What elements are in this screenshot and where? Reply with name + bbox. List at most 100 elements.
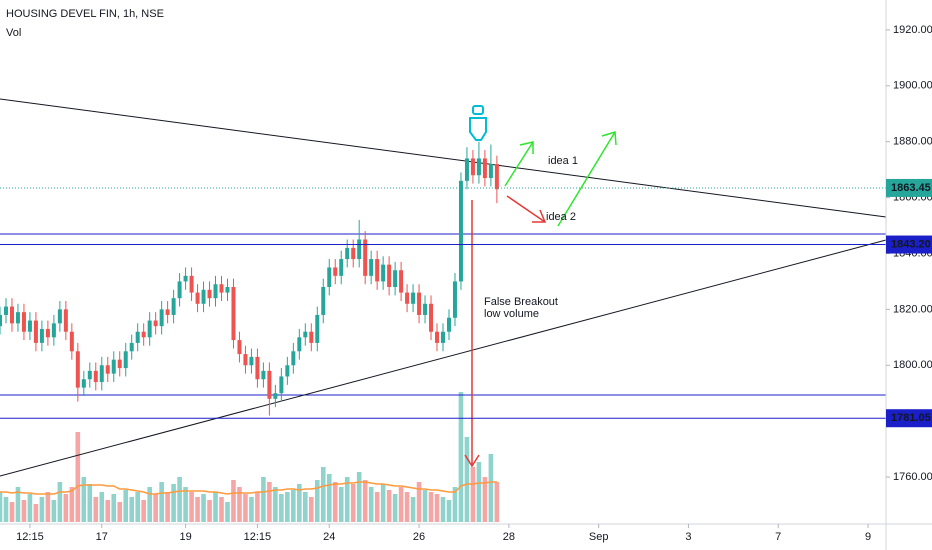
candle-body xyxy=(458,180,463,282)
candle-body xyxy=(261,370,266,380)
price-label-box xyxy=(886,178,932,197)
annotation: low volume xyxy=(484,308,539,320)
candle-body xyxy=(231,287,236,341)
arrow xyxy=(504,141,534,187)
volume-bar xyxy=(147,487,152,522)
volume-bar xyxy=(297,484,302,522)
candle-body xyxy=(249,356,254,366)
y-tick-label: 1900.00 xyxy=(893,80,932,92)
candle-body xyxy=(363,239,368,276)
volume-bar xyxy=(482,477,488,522)
volume-bar xyxy=(344,477,350,522)
volume-bar xyxy=(422,490,428,522)
candle-body xyxy=(15,312,20,324)
candle-body xyxy=(255,356,260,380)
volume-bar xyxy=(404,492,410,522)
volume-bar xyxy=(57,482,63,522)
candle-body xyxy=(476,158,481,176)
volume-bar xyxy=(452,487,458,522)
volume-bar xyxy=(446,500,452,522)
candle-body xyxy=(351,247,356,260)
candle-body xyxy=(381,264,386,282)
volume-bar xyxy=(494,482,500,522)
pointer-icon xyxy=(469,105,487,141)
volume-bar xyxy=(183,487,188,522)
annotation: False Breakout xyxy=(484,296,558,308)
volume-bar xyxy=(69,487,75,522)
arrow-head xyxy=(519,141,534,154)
x-tick-label: 26 xyxy=(413,531,425,543)
volume-bar xyxy=(123,490,129,522)
x-tick-label: 7 xyxy=(775,531,781,543)
candle-body xyxy=(399,270,404,293)
volume-bar xyxy=(165,492,170,522)
volume-bar xyxy=(243,494,248,522)
candle-body xyxy=(159,309,164,327)
candle-body xyxy=(123,351,128,369)
y-tick-label: 1880.00 xyxy=(893,136,932,148)
volume-bar xyxy=(308,497,314,522)
volume-bar xyxy=(320,467,326,522)
volume-bar xyxy=(87,484,93,522)
volume-bar xyxy=(362,480,368,522)
x-tick-label: 24 xyxy=(323,531,335,543)
candle-body xyxy=(87,370,92,380)
volume-bar xyxy=(33,504,39,522)
volume-bar xyxy=(255,492,260,522)
arrow xyxy=(557,131,616,227)
volume-bar xyxy=(291,490,296,522)
candle-body xyxy=(321,287,326,315)
trend-line xyxy=(0,239,887,477)
candle-body xyxy=(446,317,451,332)
volume-bar xyxy=(470,467,476,522)
candle-body xyxy=(387,264,392,288)
candle-body xyxy=(129,342,134,352)
x-tick-label: 19 xyxy=(179,531,191,543)
volume-bar xyxy=(332,482,338,522)
candle-body xyxy=(141,331,146,338)
chart-subtitle: Vol xyxy=(6,27,21,39)
volume-bar xyxy=(273,487,278,522)
candle-body xyxy=(99,365,104,383)
volume-bar xyxy=(171,484,176,522)
candle-body xyxy=(273,393,278,399)
volume-bar xyxy=(267,482,272,522)
candle-body xyxy=(291,351,296,366)
candle-body xyxy=(177,281,182,299)
volume-bar xyxy=(249,497,254,522)
candle-body xyxy=(333,267,338,276)
price-label-box xyxy=(886,235,932,254)
annotation: idea 1 xyxy=(548,155,578,167)
volume-bar xyxy=(27,494,33,522)
candle-body xyxy=(165,309,170,315)
volume-bar xyxy=(225,502,230,522)
candle-body xyxy=(63,309,68,332)
candle-body xyxy=(219,284,224,293)
candle-body xyxy=(243,354,248,366)
candle-body xyxy=(309,331,314,343)
volume-bar xyxy=(201,494,206,522)
price-label-box xyxy=(886,409,932,428)
volume-bar xyxy=(117,502,123,522)
candle-body xyxy=(267,370,272,399)
volume-bar xyxy=(99,492,105,522)
volume-bar xyxy=(45,492,51,522)
x-tick-label: 12:15 xyxy=(244,531,272,543)
volume-bar xyxy=(159,482,164,522)
volume-bar xyxy=(0,492,3,522)
volume-bar xyxy=(356,472,362,522)
candle-body xyxy=(171,298,176,315)
volume-bar xyxy=(93,497,99,522)
candle-body xyxy=(135,331,140,343)
candle-body xyxy=(93,370,98,383)
candle-body xyxy=(327,267,332,288)
volume-bar xyxy=(219,497,224,522)
volume-bar xyxy=(237,487,242,522)
volume-bar xyxy=(39,497,45,522)
volume-bar xyxy=(213,492,218,522)
x-tick-label: 28 xyxy=(503,531,515,543)
x-tick-label: 9 xyxy=(865,531,871,543)
chart-title: HOUSING DEVEL FIN, 1h, NSE xyxy=(6,8,164,20)
candle-body xyxy=(69,331,74,352)
